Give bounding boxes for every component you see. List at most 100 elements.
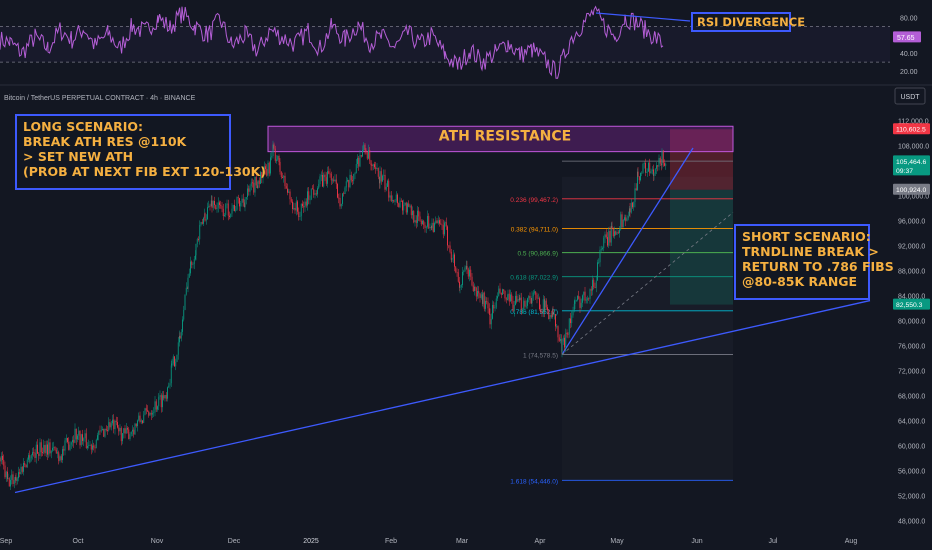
candle-body (497, 296, 498, 299)
candle-body (398, 203, 400, 208)
candle-body (459, 287, 461, 288)
candle-body (585, 299, 587, 301)
candle-body (358, 157, 360, 167)
candle-body (574, 300, 576, 304)
candle-body (293, 208, 295, 210)
candle-body (460, 285, 462, 288)
candle-body (222, 208, 224, 217)
candle-body (147, 410, 148, 412)
price-tick-label: 96,000.0 (898, 219, 925, 226)
candle-body (450, 251, 452, 260)
candle-body (462, 271, 463, 286)
candle-body (522, 309, 523, 311)
candle-body (248, 188, 250, 192)
candle-body (69, 444, 71, 450)
candle-body (104, 428, 106, 437)
candle-body (283, 175, 285, 178)
candle-body (565, 332, 567, 348)
candle-body (211, 200, 213, 208)
long-scenario-note[interactable]: LONG SCENARIO: BREAK ATH RES @110K > SET… (15, 114, 266, 190)
candle-body (83, 438, 85, 441)
price-tick-label: 68,000.0 (898, 394, 925, 401)
fib-level-label: 0.236 (99,467.2) (510, 197, 558, 204)
price-tick-label: 48,000.0 (898, 519, 925, 526)
candle-body (54, 447, 56, 450)
ath-resistance-zone[interactable] (267, 125, 734, 153)
candle-body (632, 202, 633, 208)
candle-body (19, 472, 21, 474)
fib-level-label: 0.786 (81,552.7) (510, 309, 558, 316)
candle-body (661, 150, 663, 166)
price-tick-label: 88,000.0 (898, 269, 925, 276)
rsi-pane[interactable] (0, 5, 890, 79)
short-scenario-note[interactable]: SHORT SCENARIO: TRNDLINE BREAK > RETURN … (734, 224, 894, 300)
candle-body (170, 365, 172, 384)
candle-body (517, 299, 519, 302)
candle-body (637, 171, 639, 177)
candle-body (372, 164, 374, 167)
price-tick-label: 84,000.0 (898, 294, 925, 301)
candle-body (60, 456, 62, 461)
candle-body (625, 217, 627, 221)
candle-body (562, 337, 564, 342)
candle-body (244, 202, 245, 208)
price-pane[interactable]: ATH RESISTANCE 0.236 (99,467.2) 0.382 (94,… (0, 125, 871, 494)
candle-body (307, 191, 308, 206)
candle-body (112, 419, 113, 424)
candle-body (241, 198, 243, 203)
candle-body (205, 219, 207, 221)
candle-body (494, 307, 496, 309)
candle-body (532, 292, 534, 297)
candle-body (612, 228, 614, 237)
candle-body (605, 234, 607, 238)
fib-level-label: 1 (74,578.5) (523, 352, 558, 359)
candle-body (523, 300, 525, 310)
candle-body (540, 309, 542, 313)
candle-body (342, 193, 343, 204)
candle-body (471, 276, 473, 286)
rsi-divergence-note[interactable]: RSI DIVERGENCE (691, 12, 805, 32)
candle-body (535, 291, 537, 295)
candle-body (300, 203, 302, 217)
candle-body (144, 408, 146, 415)
candle-body (382, 175, 383, 182)
candle-body (220, 204, 222, 206)
candle-body (20, 466, 22, 474)
candle-body (403, 204, 405, 211)
candle-body (658, 157, 660, 167)
candle-body (284, 175, 286, 187)
candle-body (547, 307, 548, 310)
candle-body (604, 234, 606, 238)
candle-body (520, 297, 522, 310)
candle-body (123, 428, 125, 434)
candle-body (114, 420, 116, 430)
candle-body (263, 166, 265, 170)
candle-body (344, 187, 346, 195)
candle-body (94, 447, 96, 449)
price-badge (893, 155, 930, 176)
candle-body (634, 188, 636, 202)
candle-body (204, 213, 206, 221)
candle-body (470, 269, 472, 277)
candle-body (79, 430, 81, 446)
candle-body (499, 288, 501, 293)
candle-body (229, 215, 230, 217)
candle-body (432, 222, 434, 233)
candle-body (650, 171, 652, 174)
candle-body (324, 174, 326, 178)
candle-body (479, 293, 481, 298)
candle-body (48, 442, 50, 455)
candle-body (198, 239, 199, 240)
candle-body (360, 155, 362, 157)
currency-button[interactable]: USDT (894, 87, 926, 105)
candle-body (589, 289, 591, 299)
candle-body (524, 300, 526, 307)
candle-body (177, 342, 179, 355)
candle-body (584, 291, 586, 301)
candle-body (62, 449, 63, 461)
candle-body (558, 337, 560, 341)
candle-body (518, 299, 520, 301)
candle-body (290, 199, 292, 202)
candle-body (128, 429, 130, 439)
candle-body (472, 285, 474, 292)
